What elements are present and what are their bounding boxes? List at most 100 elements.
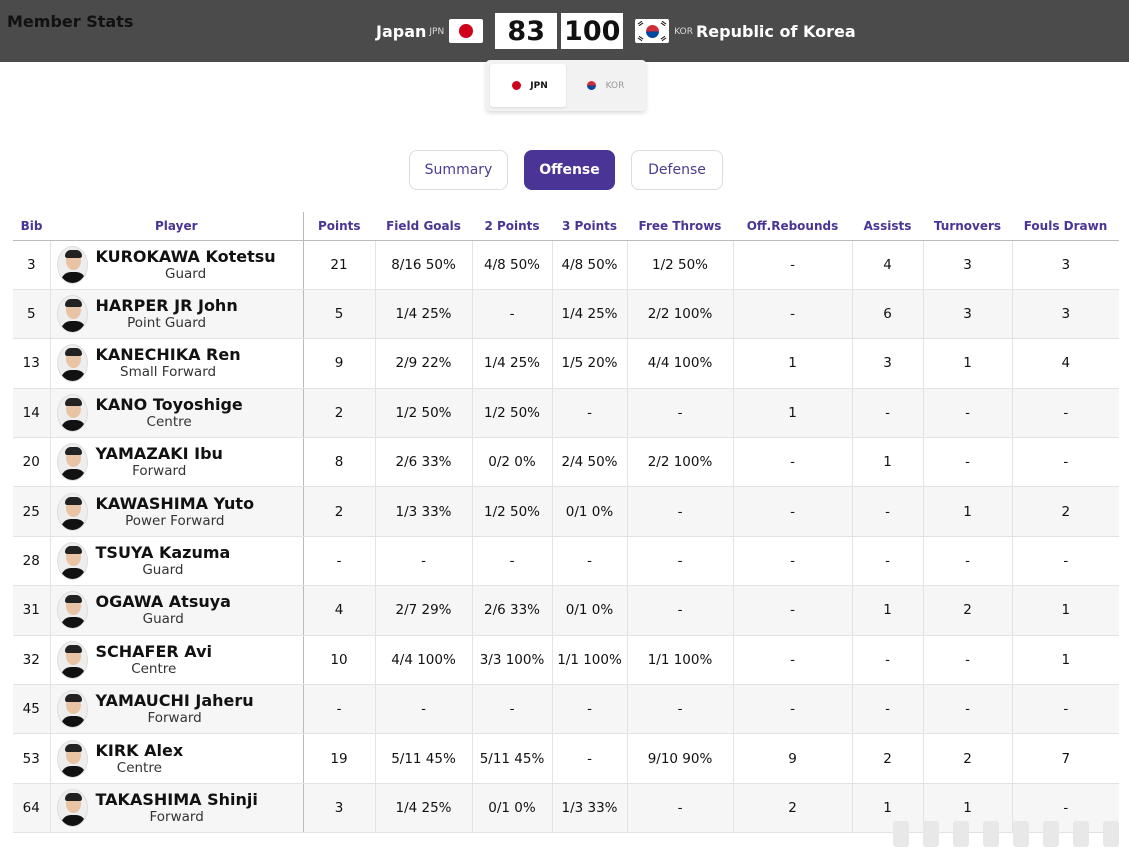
tab-summary[interactable]: Summary — [409, 150, 508, 190]
table-row[interactable]: 5 HARPER JR John Point Guard 5 1/4 25% -1/4 2… — [13, 289, 1119, 340]
stat-p2: 2/6 33% — [472, 585, 553, 636]
stat-p2: 0/2 0% — [472, 437, 553, 488]
stat-oreb: - — [733, 585, 853, 636]
stat-points: 9 — [303, 338, 376, 389]
player-cell[interactable]: HARPER JR John Point Guard — [50, 289, 304, 340]
stat-points: 2 — [303, 486, 376, 537]
player-bib: 32 — [13, 635, 51, 686]
stat-fd: - — [1012, 783, 1119, 834]
stat-ast: - — [852, 684, 924, 735]
stat-ft: - — [627, 783, 734, 834]
stat-p3: 1/3 33% — [552, 783, 628, 834]
team-toggle-kor[interactable]: KOR — [566, 64, 642, 107]
stat-fg: 1/4 25% — [375, 783, 473, 834]
member-stats-table: Bib Player Points Field Goals 2 Points 3 Poin… — [13, 212, 1119, 834]
home-score: 83 — [495, 13, 558, 49]
away-team-code: KOR — [674, 27, 693, 37]
column-header: 3 Points — [552, 212, 627, 241]
player-cell[interactable]: YAMAZAKI Ibu Forward — [50, 437, 304, 488]
column-header: Fouls Drawn — [1012, 212, 1119, 241]
player-cell[interactable]: YAMAUCHI Jaheru Forward — [50, 684, 304, 735]
player-cell[interactable]: KANECHIKA Ren Small Forward — [50, 338, 304, 389]
team-toggle-jpn[interactable]: JPN — [490, 64, 566, 107]
player-cell[interactable]: KUROKAWA Kotetsu Guard — [50, 240, 304, 290]
player-cell[interactable]: KIRK Alex Centre — [50, 733, 304, 784]
player-cell[interactable]: OGAWA Atsuya Guard — [50, 585, 304, 636]
home-team-name: Japan — [376, 21, 427, 41]
player-position: Centre — [146, 413, 192, 430]
stat-oreb: - — [733, 240, 853, 290]
home-team-code: JPN — [429, 27, 445, 37]
player-avatar — [56, 443, 88, 482]
page-title: Member Stats — [7, 12, 134, 31]
team-toggle: JPN KOR — [486, 60, 646, 111]
watermark — [893, 818, 1119, 850]
player-cell[interactable]: TAKASHIMA Shinji Forward — [50, 783, 304, 834]
player-name: TSUYA Kazuma — [95, 543, 231, 563]
stat-ast: - — [852, 486, 924, 537]
stat-fg: 1/2 50% — [375, 388, 473, 439]
player-name: YAMAUCHI Jaheru — [95, 691, 254, 711]
stat-points: 2 — [303, 388, 376, 439]
player-position: Guard — [142, 562, 184, 579]
table-row[interactable]: 32 SCHAFER Avi Centre 10 4/4 100% 3/3 100% 1/1… — [13, 635, 1119, 686]
player-cell[interactable]: TSUYA Kazuma Guard — [50, 536, 304, 587]
stat-oreb: 2 — [733, 783, 853, 834]
tab-defense[interactable]: Defense — [631, 150, 723, 190]
stat-fg: 2/7 29% — [375, 585, 473, 636]
player-avatar — [56, 739, 88, 778]
stat-ft: 1/1 100% — [627, 635, 734, 686]
stat-ft: 2/2 100% — [627, 437, 734, 488]
player-bib: 13 — [13, 338, 51, 389]
table-row[interactable]: 64 TAKASHIMA Shinji Forward 3 1/4 25% 0/1 0% 1… — [13, 783, 1119, 834]
stat-to: 2 — [923, 585, 1013, 636]
table-row[interactable]: 28 TSUYA Kazuma Guard - - - - - - - - - — [13, 536, 1119, 587]
stat-p3: 1/4 25% — [552, 289, 628, 340]
stat-points: 5 — [303, 289, 376, 340]
player-position: Forward — [147, 710, 202, 727]
player-name: KAWASHIMA Yuto — [95, 493, 255, 513]
stat-to: 3 — [923, 289, 1013, 340]
stat-p2: 1/4 25% — [472, 338, 553, 389]
stat-to: - — [923, 684, 1013, 735]
stat-oreb: 1 — [733, 338, 853, 389]
player-avatar — [56, 492, 88, 531]
player-cell[interactable]: SCHAFER Avi Centre — [50, 635, 304, 686]
table-row[interactable]: 14 KANO Toyoshige Centre 2 1/2 50% 1/2 50% - -1… — [13, 388, 1119, 439]
stat-ft: 2/2 100% — [627, 289, 734, 340]
player-position: Guard — [164, 265, 207, 282]
player-bib: 3 — [13, 240, 51, 290]
player-name: KANO Toyoshige — [95, 394, 243, 414]
stat-points: 8 — [303, 437, 376, 488]
stat-ft: 9/10 90% — [627, 733, 734, 784]
player-position: Centre — [131, 660, 177, 677]
player-avatar — [56, 295, 88, 334]
stat-p2: - — [472, 536, 553, 587]
table-row[interactable]: 13 KANECHIKA Ren Small Forward 9 2/9 22% 1/4 … — [13, 338, 1119, 389]
table-row[interactable]: 25 KAWASHIMA Yuto Power Forward 2 1/3 33% 1/2… — [13, 486, 1119, 537]
player-cell[interactable]: KAWASHIMA Yuto Power Forward — [50, 486, 304, 537]
table-row[interactable]: 3 KUROKAWA Kotetsu Guard 21 8/16 50% 4/8 50% 4… — [13, 240, 1119, 290]
stat-to: - — [923, 437, 1013, 488]
stat-p2: 3/3 100% — [472, 635, 553, 686]
stat-fd: 4 — [1012, 338, 1119, 389]
stat-to: 1 — [923, 338, 1013, 389]
stat-points: - — [303, 536, 376, 587]
player-bib: 53 — [13, 733, 51, 784]
table-row[interactable]: 53 KIRK Alex Centre 19 5/11 45% 5/11 45% -9/10… — [13, 733, 1119, 784]
table-row[interactable]: 31 OGAWA Atsuya Guard 4 2/7 29% 2/6 33% 0/1 0%… — [13, 585, 1119, 636]
stat-fd: - — [1012, 536, 1119, 587]
stat-ast: 2 — [852, 733, 924, 784]
player-cell[interactable]: KANO Toyoshige Centre — [50, 388, 304, 439]
stat-ft: 4/4 100% — [627, 338, 734, 389]
stat-p3: 2/4 50% — [552, 437, 628, 488]
stat-p3: 1/1 100% — [552, 635, 628, 686]
japan-flag-icon — [449, 19, 484, 43]
player-position: Forward — [149, 808, 204, 825]
stat-ft: - — [627, 684, 734, 735]
column-header: Free Throws — [627, 212, 733, 241]
table-row[interactable]: 45 YAMAUCHI Jaheru Forward - - - - - - - - - — [13, 684, 1119, 735]
table-row[interactable]: 20 YAMAZAKI Ibu Forward 8 2/6 33% 0/2 0% 2/4 5… — [13, 437, 1119, 488]
tab-offense[interactable]: Offense — [524, 150, 615, 190]
stat-ast: 1 — [852, 437, 924, 488]
